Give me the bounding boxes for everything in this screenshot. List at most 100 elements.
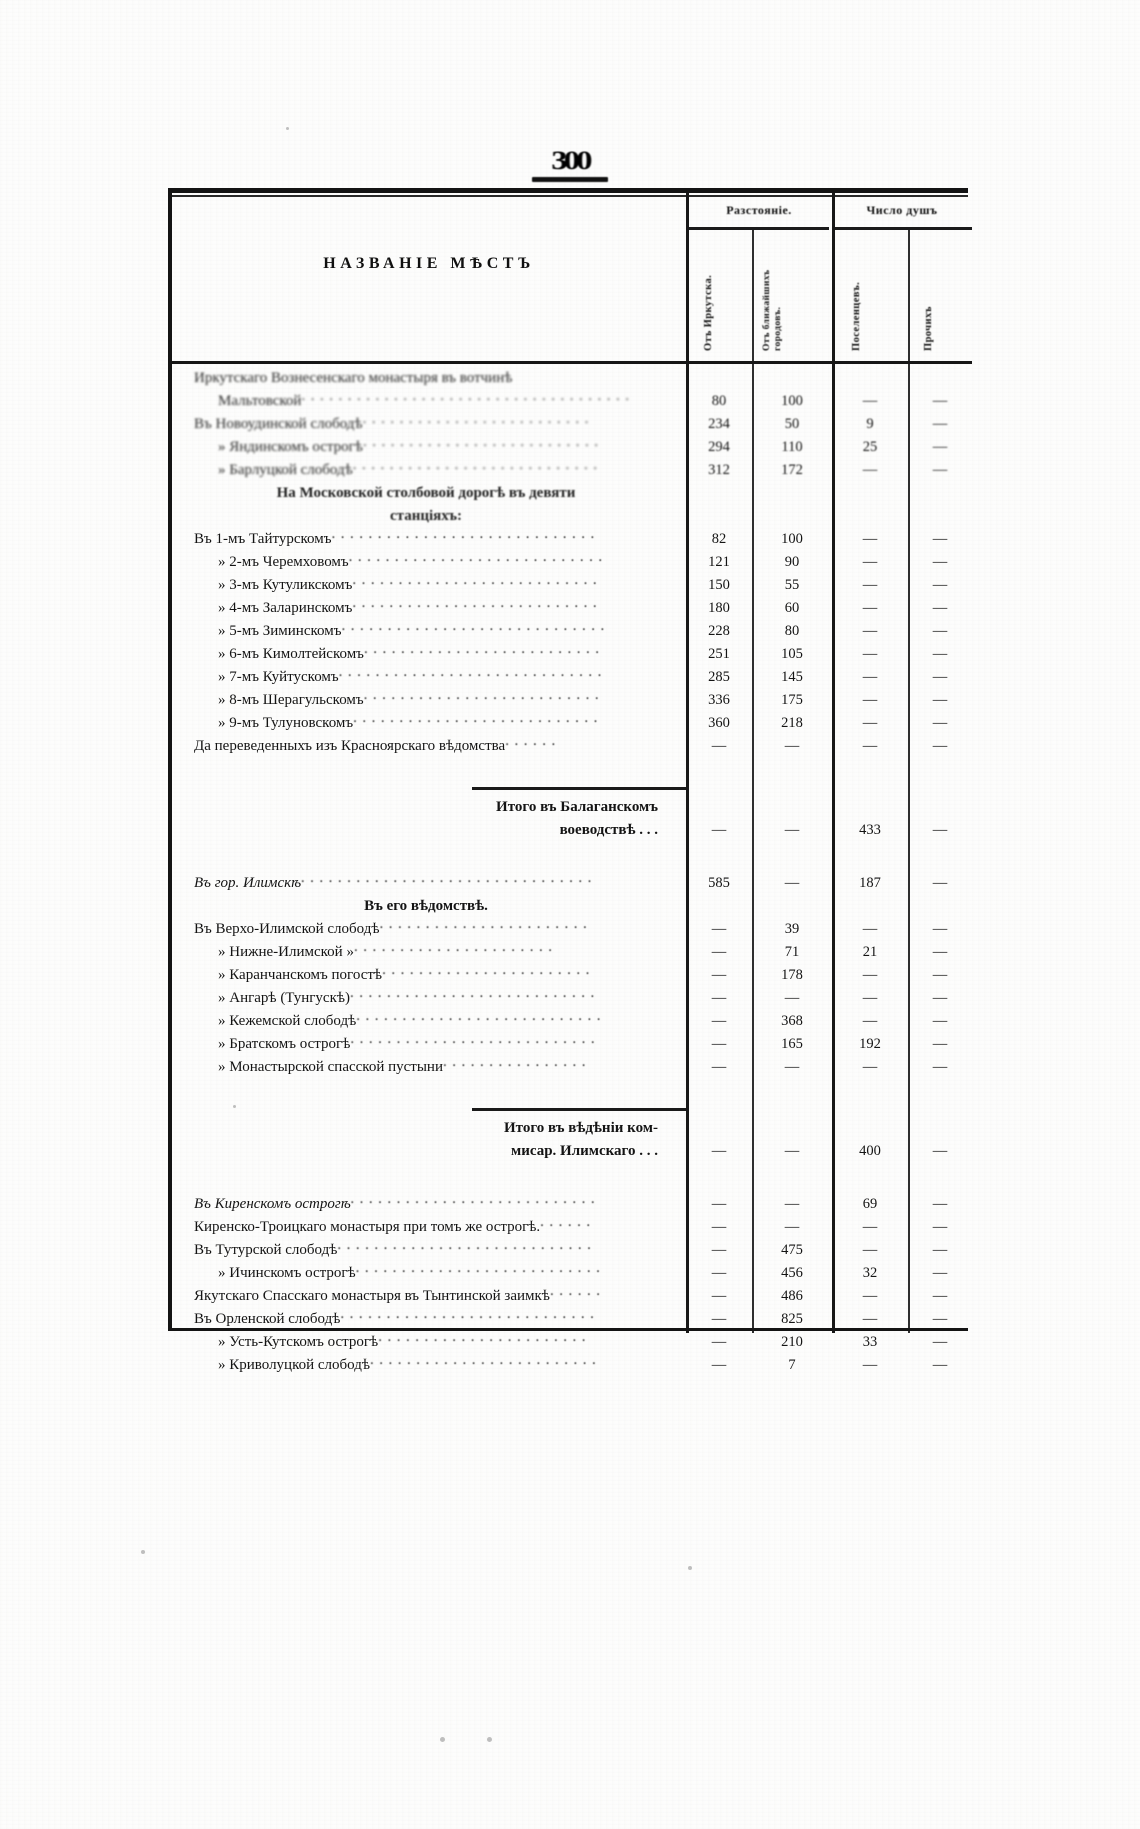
cell-from-irkutsk: —: [711, 944, 727, 960]
header-top-rule: [172, 195, 968, 197]
cell-from-irkutsk: —: [711, 1357, 727, 1373]
cell-place-name: » Криволуцкой слободѣ ..................…: [172, 1352, 686, 1374]
cell-settlers: 192: [859, 1036, 881, 1052]
cell-from-irkutsk: 251: [708, 646, 730, 662]
place-name-text: » Ичинскомъ острогѣ: [218, 1265, 356, 1281]
vrule-pop-inner: [908, 229, 910, 361]
table-row: На Московской столбовой дорогѣ въ девяти: [172, 479, 972, 502]
total-label: Итого въ Балаганскомъ: [496, 799, 658, 815]
cell-settlers: —: [862, 738, 878, 754]
cell-settlers: 400: [859, 1143, 881, 1159]
cell-from-irkutsk: —: [711, 990, 727, 1006]
leader-dots: ...........................: [352, 595, 603, 611]
cell-from-irkutsk: 80: [711, 393, 727, 409]
cell-from-nearest-town: 178: [781, 967, 803, 983]
leader-dots: .......................: [378, 1329, 591, 1345]
place-name-text: Въ 1-мъ Тайтурскомъ: [194, 531, 332, 547]
page-folio: 300: [0, 146, 1140, 182]
cell-place-name: Якутскаго Спасскаго монастыря въ Тынтинс…: [172, 1283, 686, 1305]
table-row-total: мисар. Илимскаго . . . — — 400 —: [172, 1137, 972, 1160]
cell-others: —: [932, 692, 948, 708]
table-row: » Криволуцкой слободѣ ..................…: [172, 1351, 972, 1374]
group-header-population: Число душъ: [866, 203, 938, 217]
cell-others: —: [932, 669, 948, 685]
cell-settlers: —: [862, 600, 878, 616]
cell-from-irkutsk: —: [711, 1242, 727, 1258]
place-name-text: Въ гор. Илимскѣ: [194, 875, 302, 891]
folio-rule: [532, 177, 608, 182]
subtotal-rule: [472, 1108, 686, 1111]
cell-from-nearest-town: 368: [781, 1013, 803, 1029]
cell-from-nearest-town: 7: [788, 1357, 796, 1373]
leader-dots: ...........................: [353, 710, 603, 726]
table-row: Въ 1-мъ Тайтурскомъ ....................…: [172, 525, 972, 548]
table-row: » Монастырской спасской пустыни ........…: [172, 1053, 972, 1076]
table-row-total: воеводствѣ . . . — — 433 —: [172, 816, 972, 839]
cell-others: —: [932, 646, 948, 662]
cell-from-nearest-town: —: [784, 1219, 800, 1235]
cell-from-irkutsk: —: [711, 1219, 727, 1235]
cell-from-nearest-town: 486: [781, 1288, 803, 1304]
cell-from-nearest-town: 80: [784, 623, 800, 639]
table-row: Мальтовской ............................…: [172, 387, 972, 410]
table-row: Въ Киренскомъ острогѣ ..................…: [172, 1190, 972, 1213]
body-vrule-pop-inner: [908, 364, 910, 1333]
cell-from-nearest-town: —: [784, 738, 800, 754]
cell-settlers: —: [862, 692, 878, 708]
place-name-text: Въ Киренскомъ острогѣ: [194, 1196, 351, 1212]
cell-place-name: Въ Орленской слободѣ ...................…: [172, 1306, 686, 1328]
cell-from-irkutsk: 234: [708, 416, 730, 432]
leader-dots: ............................: [337, 1237, 597, 1253]
place-name-text: » Барлуцкой слободѣ: [218, 462, 353, 478]
cell-from-nearest-town: 90: [784, 554, 800, 570]
cell-others: —: [932, 1196, 948, 1212]
cell-place-name: » 3-мъ Кутуликскомъ ....................…: [172, 572, 686, 594]
cell-from-irkutsk: —: [711, 1013, 727, 1029]
place-name-text: » 9-мъ Тулуновскомъ: [218, 715, 354, 731]
cell-others: —: [932, 715, 948, 731]
scan-speck: [286, 127, 289, 130]
cell-from-nearest-town: 175: [781, 692, 803, 708]
table-row: Киренско-Троицкаго монастыря при томъ же…: [172, 1213, 972, 1236]
cell-others: —: [932, 1311, 948, 1327]
cell-place-name: » 6-мъ Кимолтейскомъ ...................…: [172, 641, 686, 663]
place-name-text: » Братскомъ острогѣ: [218, 1036, 351, 1052]
cell-from-irkutsk: 150: [708, 577, 730, 593]
leader-dots: .........................: [370, 1352, 602, 1368]
table-row: » 3-мъ Кутуликскомъ ....................…: [172, 571, 972, 594]
leader-dots: .......................: [379, 916, 593, 932]
cell-settlers: 433: [859, 822, 881, 838]
group-rule-population: [835, 227, 972, 230]
table-row: » 7-мъ Куйтускомъ ......................…: [172, 663, 972, 686]
subheader-from-nearest-town: Отъ ближайшихъ городовъ.: [762, 269, 783, 351]
place-name-text: » 6-мъ Кимолтейскомъ: [218, 646, 364, 662]
cell-from-irkutsk: 312: [708, 462, 730, 478]
table-row: Иркутскаго Вознесенскаго монастыря въ во…: [172, 364, 972, 387]
cell-others: —: [932, 554, 948, 570]
leader-dots: ......: [549, 1283, 606, 1299]
cell-from-nearest-town: —: [784, 990, 800, 1006]
cell-place-name: » Нижне-Илимской » .....................…: [172, 939, 686, 961]
leader-dots: ......: [505, 733, 561, 749]
place-name-text: » 7-мъ Куйтускомъ: [218, 669, 339, 685]
leader-dots: ...........................: [352, 572, 603, 588]
cell-from-nearest-town: 825: [781, 1311, 803, 1327]
place-name-text: Якутскаго Спасскаго монастыря въ Тынтинс…: [194, 1288, 550, 1304]
section-heading: Въ его вѣдомствѣ.: [364, 898, 488, 914]
table-row: » 5-мъ Зиминскомъ ......................…: [172, 617, 972, 640]
cell-from-irkutsk: —: [711, 921, 727, 937]
scan-speck: [141, 1550, 145, 1554]
cell-settlers: —: [862, 990, 878, 1006]
table-row: » 6-мъ Кимолтейскомъ ...................…: [172, 640, 972, 663]
cell-others: —: [932, 1059, 948, 1075]
cell-from-nearest-town: 456: [781, 1265, 803, 1281]
place-name-text: Да переведенныхъ изъ Красноярскаго вѣдом…: [194, 738, 506, 754]
cell-settlers: —: [862, 1288, 878, 1304]
subtotal-rule-row: [172, 1106, 972, 1114]
place-name-text: Киренско-Троицкаго монастыря при томъ же…: [194, 1219, 541, 1235]
cell-place-name: » Ангарѣ (Тунгускѣ) ....................…: [172, 985, 686, 1007]
total-label-line2: мисар. Илимскаго . . .: [511, 1143, 658, 1159]
leader-dots: ...........................: [350, 985, 600, 1001]
vrule-dist-inner: [752, 229, 754, 361]
